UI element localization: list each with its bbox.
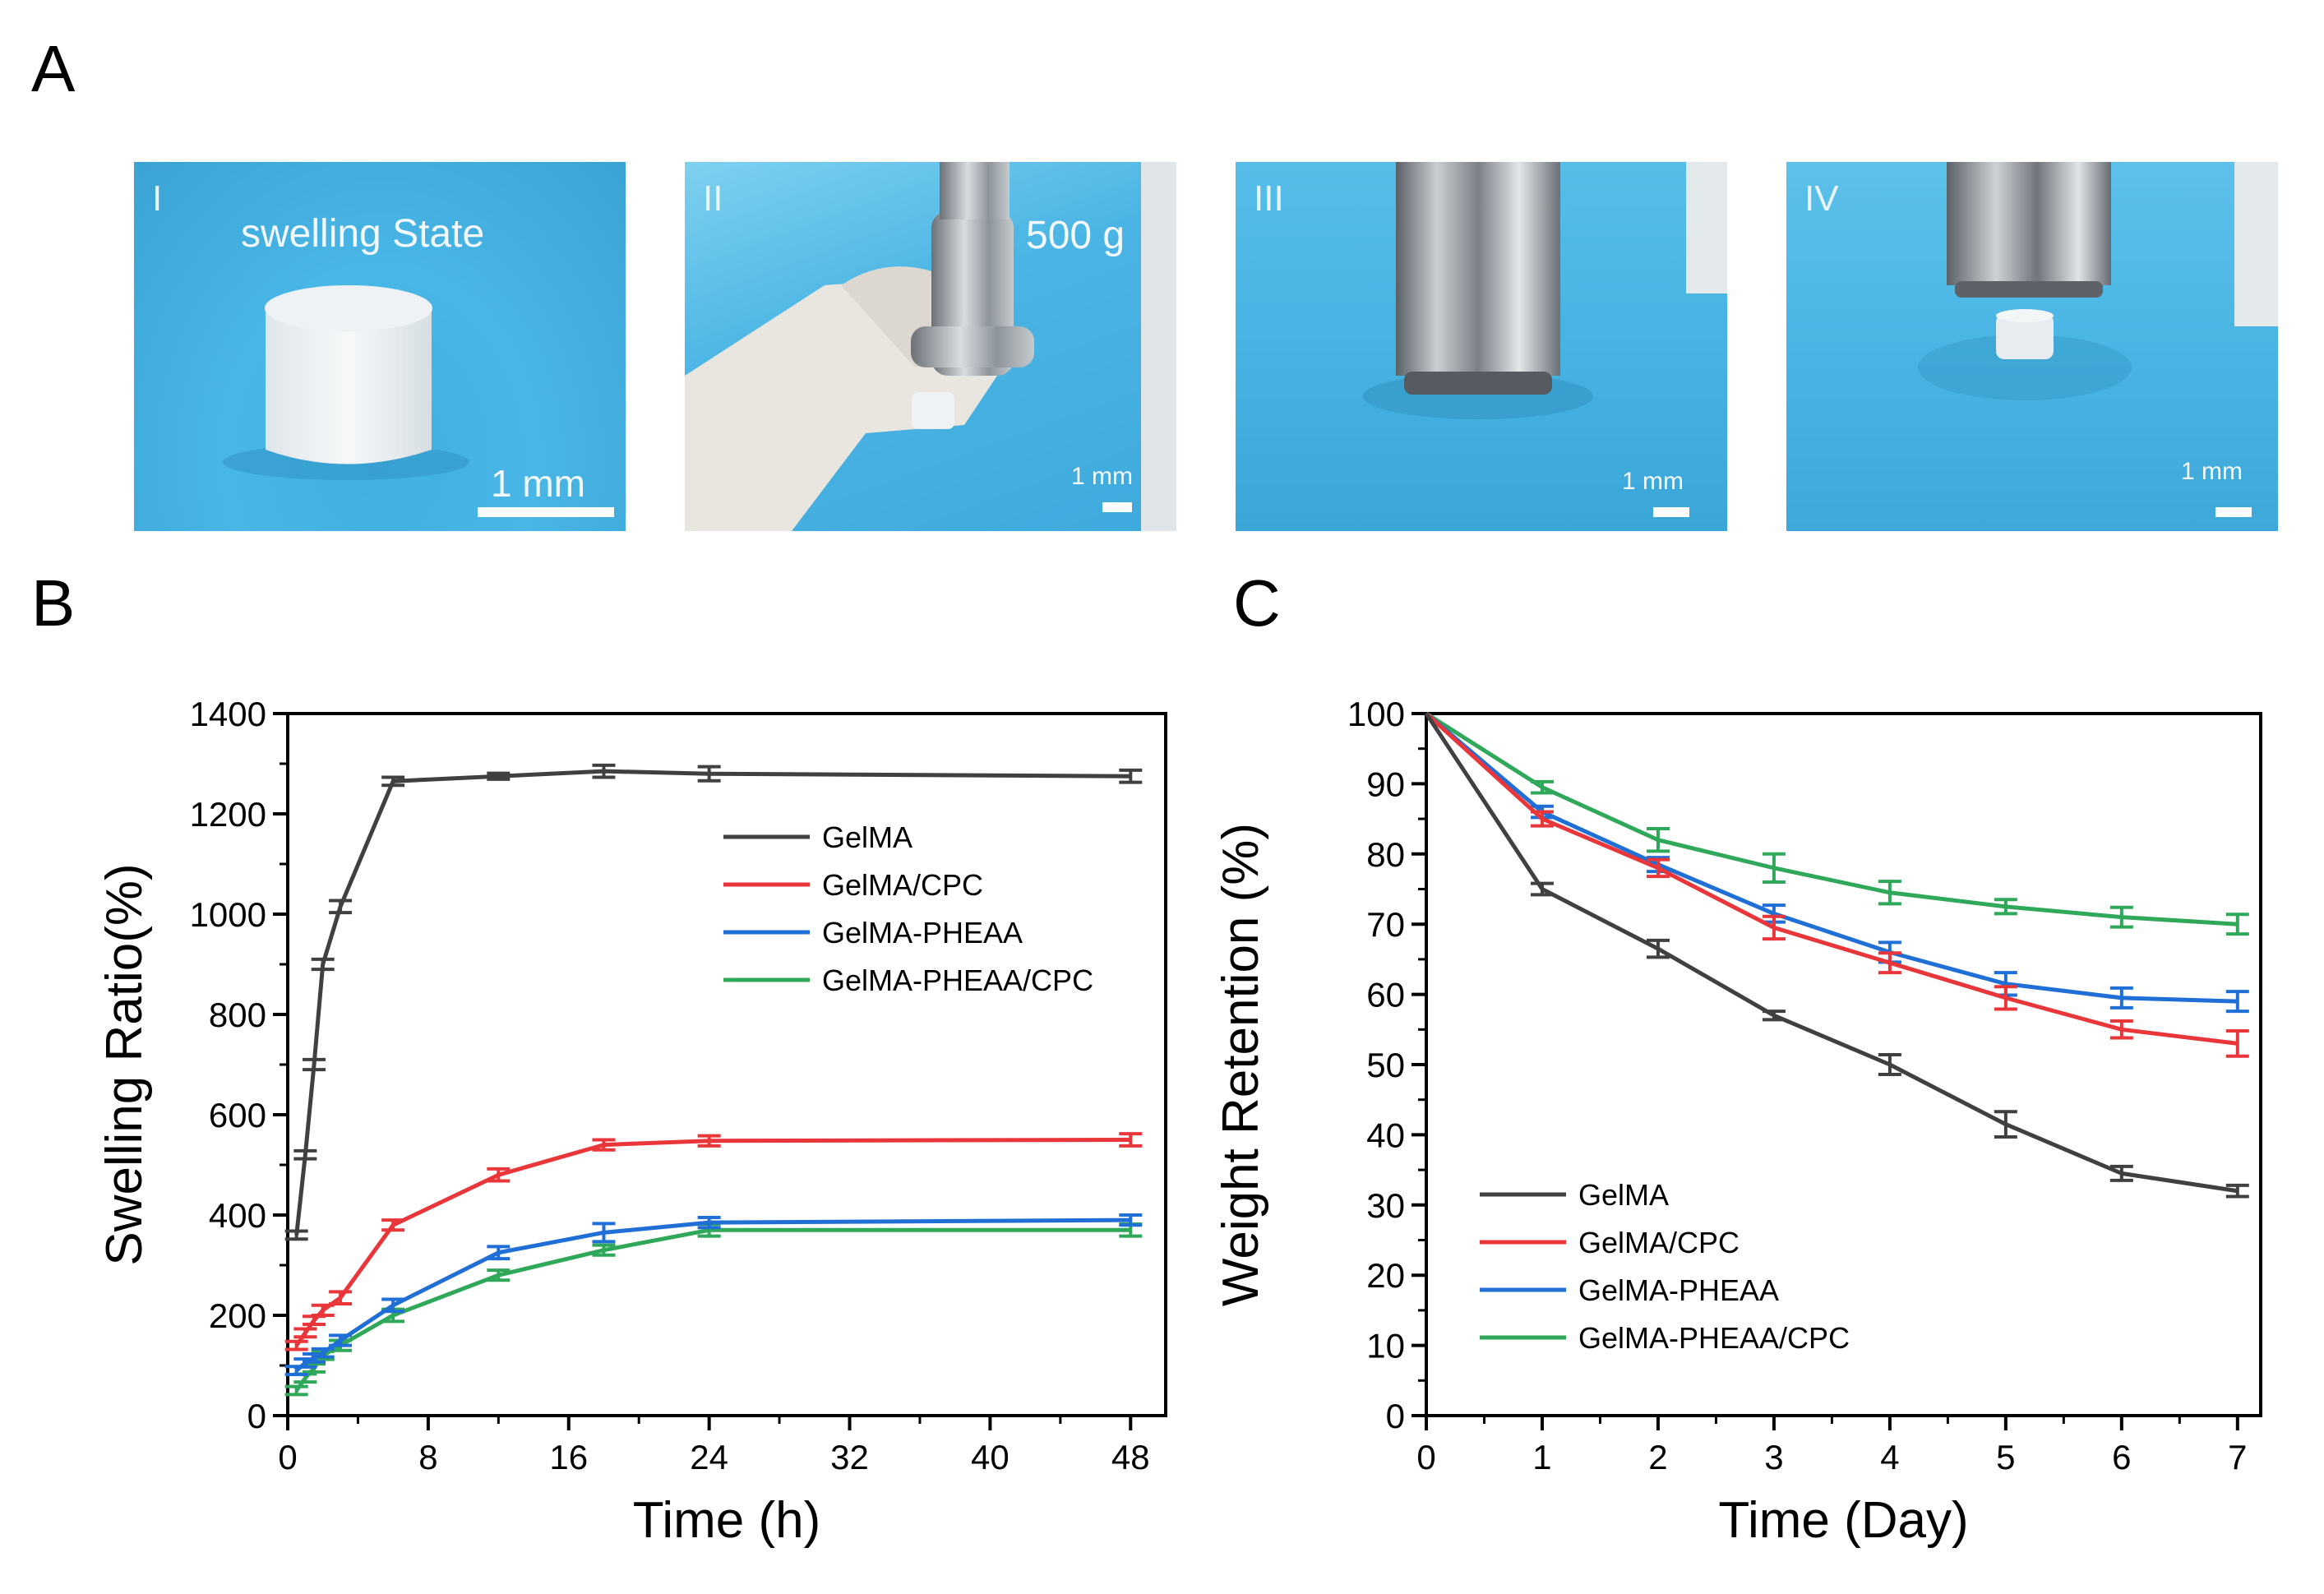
legend: GelMA GelMA/CPC GelMA-PHEAA GelMA-PHEAA/CPC [723, 820, 1093, 997]
legend-label: GelMA-PHEAA [822, 916, 1023, 949]
y-tick-label: 1200 [190, 795, 266, 834]
series-line [1425, 712, 2239, 1046]
x-tick-label: 24 [690, 1438, 728, 1476]
series-line [294, 1138, 1131, 1347]
x-axis-label: Time (h) [633, 1492, 820, 1549]
x-axis-label: Time (Day) [1718, 1492, 1968, 1549]
series-gelma-pheaa-cpc [284, 1222, 1143, 1397]
x-tick-label: 4 [1880, 1438, 1899, 1476]
series-gelma-pheaa [284, 1213, 1143, 1376]
legend-label: GelMA/CPC [1578, 1226, 1740, 1259]
y-tick-label: 600 [209, 1096, 266, 1134]
y-tick-label: 70 [1366, 905, 1405, 944]
scale-bar-label: 1 mm [2181, 458, 2243, 485]
photo-roman-numeral: II [703, 178, 723, 219]
x-tick-label: 7 [2228, 1438, 2247, 1476]
x-tick-label: 0 [278, 1438, 297, 1476]
y-tick-label: 0 [247, 1397, 266, 1435]
series-gelma-pheaa-cpc [1425, 711, 2249, 936]
series-gelma-cpc [1425, 712, 2249, 1058]
panel-label-a: A [31, 32, 76, 105]
hydrogel-sample-illustration [223, 285, 469, 480]
series-gelma [284, 763, 1143, 1241]
panel-label-b: B [31, 566, 76, 640]
legend: GelMA GelMA/CPC GelMA-PHEAA GelMA-PHEAA/CPC [1480, 1178, 1850, 1355]
photo-caption: swelling State [241, 212, 485, 256]
photo-roman-numeral: I [152, 178, 163, 219]
series-line [1425, 711, 2238, 926]
x-tick-label: 32 [830, 1438, 869, 1476]
y-tick-label: 50 [1366, 1046, 1405, 1084]
legend-label: GelMA [1578, 1178, 1669, 1212]
scale-bar [1653, 507, 1689, 517]
y-tick-label: 10 [1366, 1327, 1405, 1365]
y-tick-label: 80 [1366, 835, 1405, 874]
series-line [295, 1217, 1131, 1372]
scale-bar-label: 1 mm [1071, 463, 1133, 490]
y-tick-label: 400 [209, 1196, 266, 1235]
plot-frame [286, 712, 1167, 1417]
legend-label: GelMA-PHEAA/CPC [822, 963, 1093, 997]
legend-label: GelMA/CPC [822, 868, 983, 902]
y-tick-label: 1000 [190, 895, 266, 934]
x-tick-label: 8 [418, 1438, 437, 1476]
scale-bar [2215, 507, 2252, 517]
x-tick-label: 5 [1996, 1438, 2015, 1476]
series-gelma [1424, 712, 2249, 1199]
y-tick-label: 40 [1366, 1116, 1405, 1154]
legend-label: GelMA [822, 820, 913, 854]
y-tick-label: 800 [209, 996, 266, 1034]
compression-weight-illustration [1363, 162, 1727, 419]
photo-compressed: III 1 mm [1236, 162, 1727, 531]
x-tick-label: 6 [2112, 1438, 2131, 1476]
panel-label-c: C [1233, 566, 1281, 640]
scale-bar [478, 507, 614, 517]
y-tick-label: 60 [1366, 976, 1405, 1014]
scale-bar-label: 1 mm [1622, 468, 1684, 495]
gloved-hand-weight-illustration [685, 162, 1176, 531]
legend-label: GelMA-PHEAA/CPC [1578, 1321, 1850, 1355]
x-tick-label: 16 [549, 1438, 588, 1476]
x-tick-label: 40 [971, 1438, 1010, 1476]
x-tick-label: 1 [1532, 1438, 1551, 1476]
photo-roman-numeral: III [1254, 178, 1284, 219]
y-tick-label: 0 [1386, 1397, 1405, 1435]
scale-bar-label: 1 mm [491, 462, 585, 505]
y-tick-label: 1400 [190, 695, 266, 733]
photo-swelling-state: I swelling State 1 mm [134, 162, 626, 531]
y-axis-label: Swelling Ratio(%) [96, 863, 153, 1265]
y-tick-label: 200 [209, 1296, 266, 1335]
x-tick-label: 3 [1764, 1438, 1783, 1476]
photo-roman-numeral: IV [1804, 178, 1839, 219]
series-line [1424, 712, 2239, 1194]
series-gelma-pheaa [1425, 712, 2249, 1014]
x-tick-label: 0 [1416, 1438, 1435, 1476]
photo-caption: 500 g [1026, 214, 1125, 257]
series-line [294, 1227, 1131, 1392]
chart-b: 0 8 16 24 32 40 48 0 200 400 600 800 1000 1200 1400 Tim… [96, 695, 1167, 1549]
x-tick-label: 48 [1111, 1438, 1150, 1476]
recovered-sample-illustration [1918, 162, 2278, 400]
photo-recovered: IV 1 mm [1786, 162, 2278, 531]
series-line [294, 769, 1131, 1236]
y-tick-label: 20 [1366, 1256, 1405, 1295]
x-tick-label: 2 [1648, 1438, 1667, 1476]
y-axis-label: Weight Retention (%) [1213, 823, 1269, 1306]
scale-bar [1102, 502, 1132, 512]
y-tick-label: 30 [1366, 1186, 1405, 1225]
legend-label: GelMA-PHEAA [1578, 1273, 1779, 1307]
series-line [1425, 712, 2238, 1004]
y-tick-label: 90 [1366, 765, 1405, 803]
photo-weight-press: II 500 g 1 mm [685, 162, 1176, 531]
y-tick-label: 100 [1347, 695, 1405, 733]
series-gelma-cpc [284, 1132, 1143, 1351]
